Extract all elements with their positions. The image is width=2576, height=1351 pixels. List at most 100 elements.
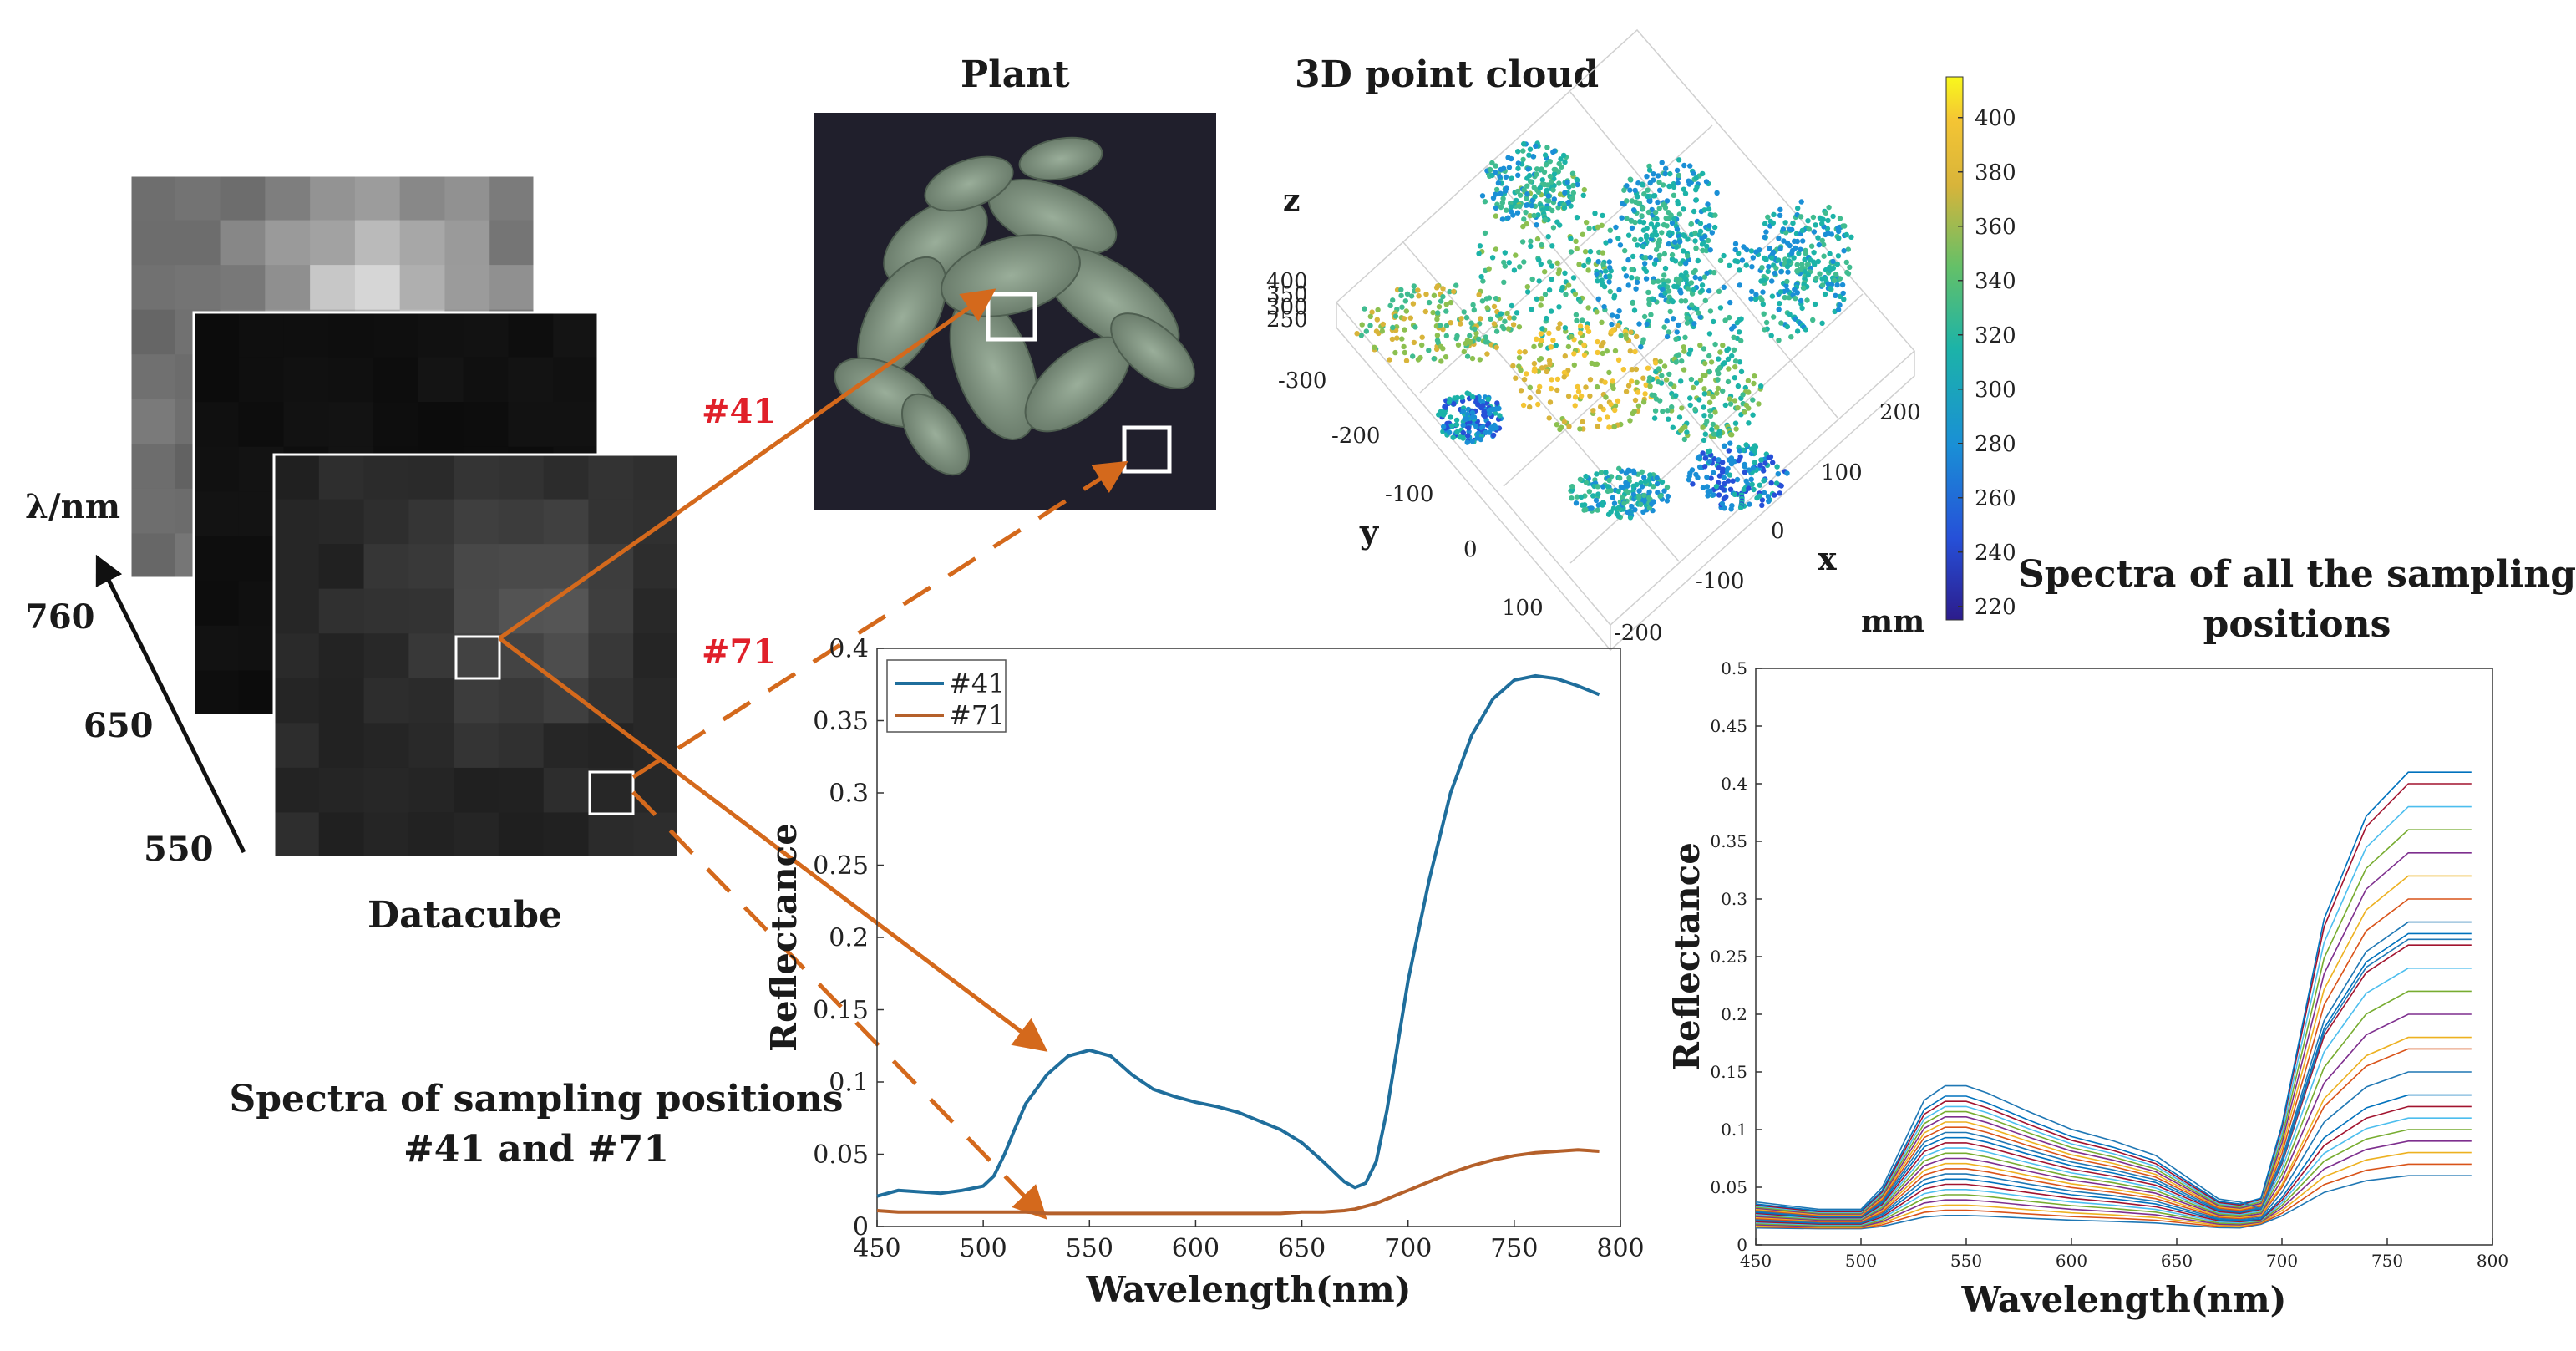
datacube-pixel xyxy=(543,499,589,545)
cloud-point xyxy=(1531,212,1537,219)
cloud-point xyxy=(1765,268,1771,275)
cloud-point xyxy=(1580,231,1586,237)
datacube-pixel xyxy=(220,220,266,266)
cloud-point xyxy=(1740,392,1746,398)
cloud-point xyxy=(1488,316,1493,322)
cloud-point xyxy=(1470,302,1476,308)
x-axis-title: Wavelength(nm) xyxy=(1085,1269,1411,1310)
cloud-point xyxy=(1647,198,1653,204)
datacube-pixel xyxy=(588,499,634,545)
datacube-pixel xyxy=(418,312,464,358)
x-axis-label: x xyxy=(1818,540,1837,577)
cloud-point xyxy=(1732,241,1739,247)
cloud-point xyxy=(1582,249,1589,255)
cloud-point xyxy=(1501,259,1507,266)
cloud-point xyxy=(1808,257,1813,263)
cloud-point xyxy=(1628,218,1635,224)
cloud-point xyxy=(1702,360,1708,367)
colorbar-gradient xyxy=(1945,76,1964,621)
cloud-point xyxy=(1401,316,1407,322)
cloud-point xyxy=(1671,316,1676,322)
cloud-point xyxy=(1575,383,1580,390)
cloud-point xyxy=(1706,331,1713,337)
cloud-point xyxy=(1460,408,1466,414)
cloud-point xyxy=(1753,249,1759,255)
cloud-point xyxy=(1769,278,1775,284)
cloud-point xyxy=(1595,338,1600,345)
cloud-point xyxy=(1387,302,1393,308)
cloud-point xyxy=(1608,401,1614,408)
cloud-point xyxy=(1434,316,1440,323)
cloud-point xyxy=(1542,152,1549,158)
datacube-pixel xyxy=(220,265,266,311)
cloud-point xyxy=(1565,282,1572,288)
datacube-pixel xyxy=(399,175,445,221)
cloud-point xyxy=(1737,282,1742,288)
datacube-pixel xyxy=(399,265,445,311)
cloud-point xyxy=(1674,167,1681,174)
datacube-pixel xyxy=(318,633,365,679)
cloud-point xyxy=(1442,404,1448,410)
cloud-point xyxy=(1390,324,1396,331)
cloud-point xyxy=(1451,288,1457,295)
cloud-point xyxy=(1717,257,1724,263)
cloud-point xyxy=(1777,289,1784,295)
datacube-pixel xyxy=(454,812,499,858)
cloud-point xyxy=(1702,431,1709,437)
cloud-point xyxy=(1491,321,1498,327)
cloud-point xyxy=(1595,349,1600,356)
cloud-point xyxy=(1580,317,1585,323)
cloud-point xyxy=(1639,181,1645,187)
cloud-point xyxy=(1770,460,1776,465)
cloud-point xyxy=(1656,206,1662,211)
plant-title: Plant xyxy=(961,53,1070,96)
cloud-point xyxy=(1666,231,1672,237)
cloud-point xyxy=(1461,309,1467,315)
cloud-point xyxy=(1691,287,1697,292)
datacube-pixel xyxy=(318,723,365,769)
cloud-point xyxy=(1729,326,1735,332)
cloud-point xyxy=(1649,392,1655,398)
cloud-point xyxy=(1710,394,1716,400)
cloud-point xyxy=(1526,172,1533,179)
cloud-point xyxy=(1644,174,1650,180)
cloud-point xyxy=(1467,333,1473,338)
datacube-pixel xyxy=(408,455,454,500)
cloud-point xyxy=(1490,432,1497,439)
cloud-point xyxy=(1647,472,1653,478)
cloud-point xyxy=(1787,312,1793,317)
cloud-point xyxy=(1784,470,1790,476)
cloud-point xyxy=(1645,365,1651,371)
cloud-point xyxy=(1643,255,1649,261)
cloud-point xyxy=(1358,333,1365,338)
cloud-point xyxy=(1537,185,1544,190)
cloud-point xyxy=(1569,170,1576,176)
cloud-point xyxy=(1784,263,1791,270)
datacube-pixel xyxy=(508,312,554,358)
datacube-pixel xyxy=(363,723,409,769)
cloud-point xyxy=(1590,408,1596,414)
spectrum-line xyxy=(1755,1129,2472,1227)
x-tick-label: 450 xyxy=(853,1234,900,1263)
cloud-point xyxy=(1794,268,1800,274)
cloud-point xyxy=(1739,257,1746,263)
cloud-point xyxy=(1503,174,1509,180)
cloud-point xyxy=(1750,397,1756,403)
datacube-pixel xyxy=(274,723,320,769)
cloud-point xyxy=(1726,366,1732,372)
cloud-point xyxy=(1521,216,1527,222)
x-tick-label: 500 xyxy=(1845,1251,1877,1271)
cloud-point xyxy=(1701,404,1706,410)
datacube-pixel xyxy=(328,357,374,403)
cloud-point xyxy=(1673,244,1680,250)
cloud-point xyxy=(1659,160,1665,165)
cloud-point xyxy=(1721,495,1727,502)
datacube-pixel xyxy=(498,812,545,858)
cloud-point xyxy=(1843,231,1849,238)
cloud-point xyxy=(1773,480,1780,486)
cloud-point xyxy=(1768,333,1774,338)
cloud-point xyxy=(1431,292,1438,298)
cloud-point xyxy=(1691,321,1697,327)
cloud-point xyxy=(1627,176,1634,182)
datacube-pixel xyxy=(454,723,499,769)
